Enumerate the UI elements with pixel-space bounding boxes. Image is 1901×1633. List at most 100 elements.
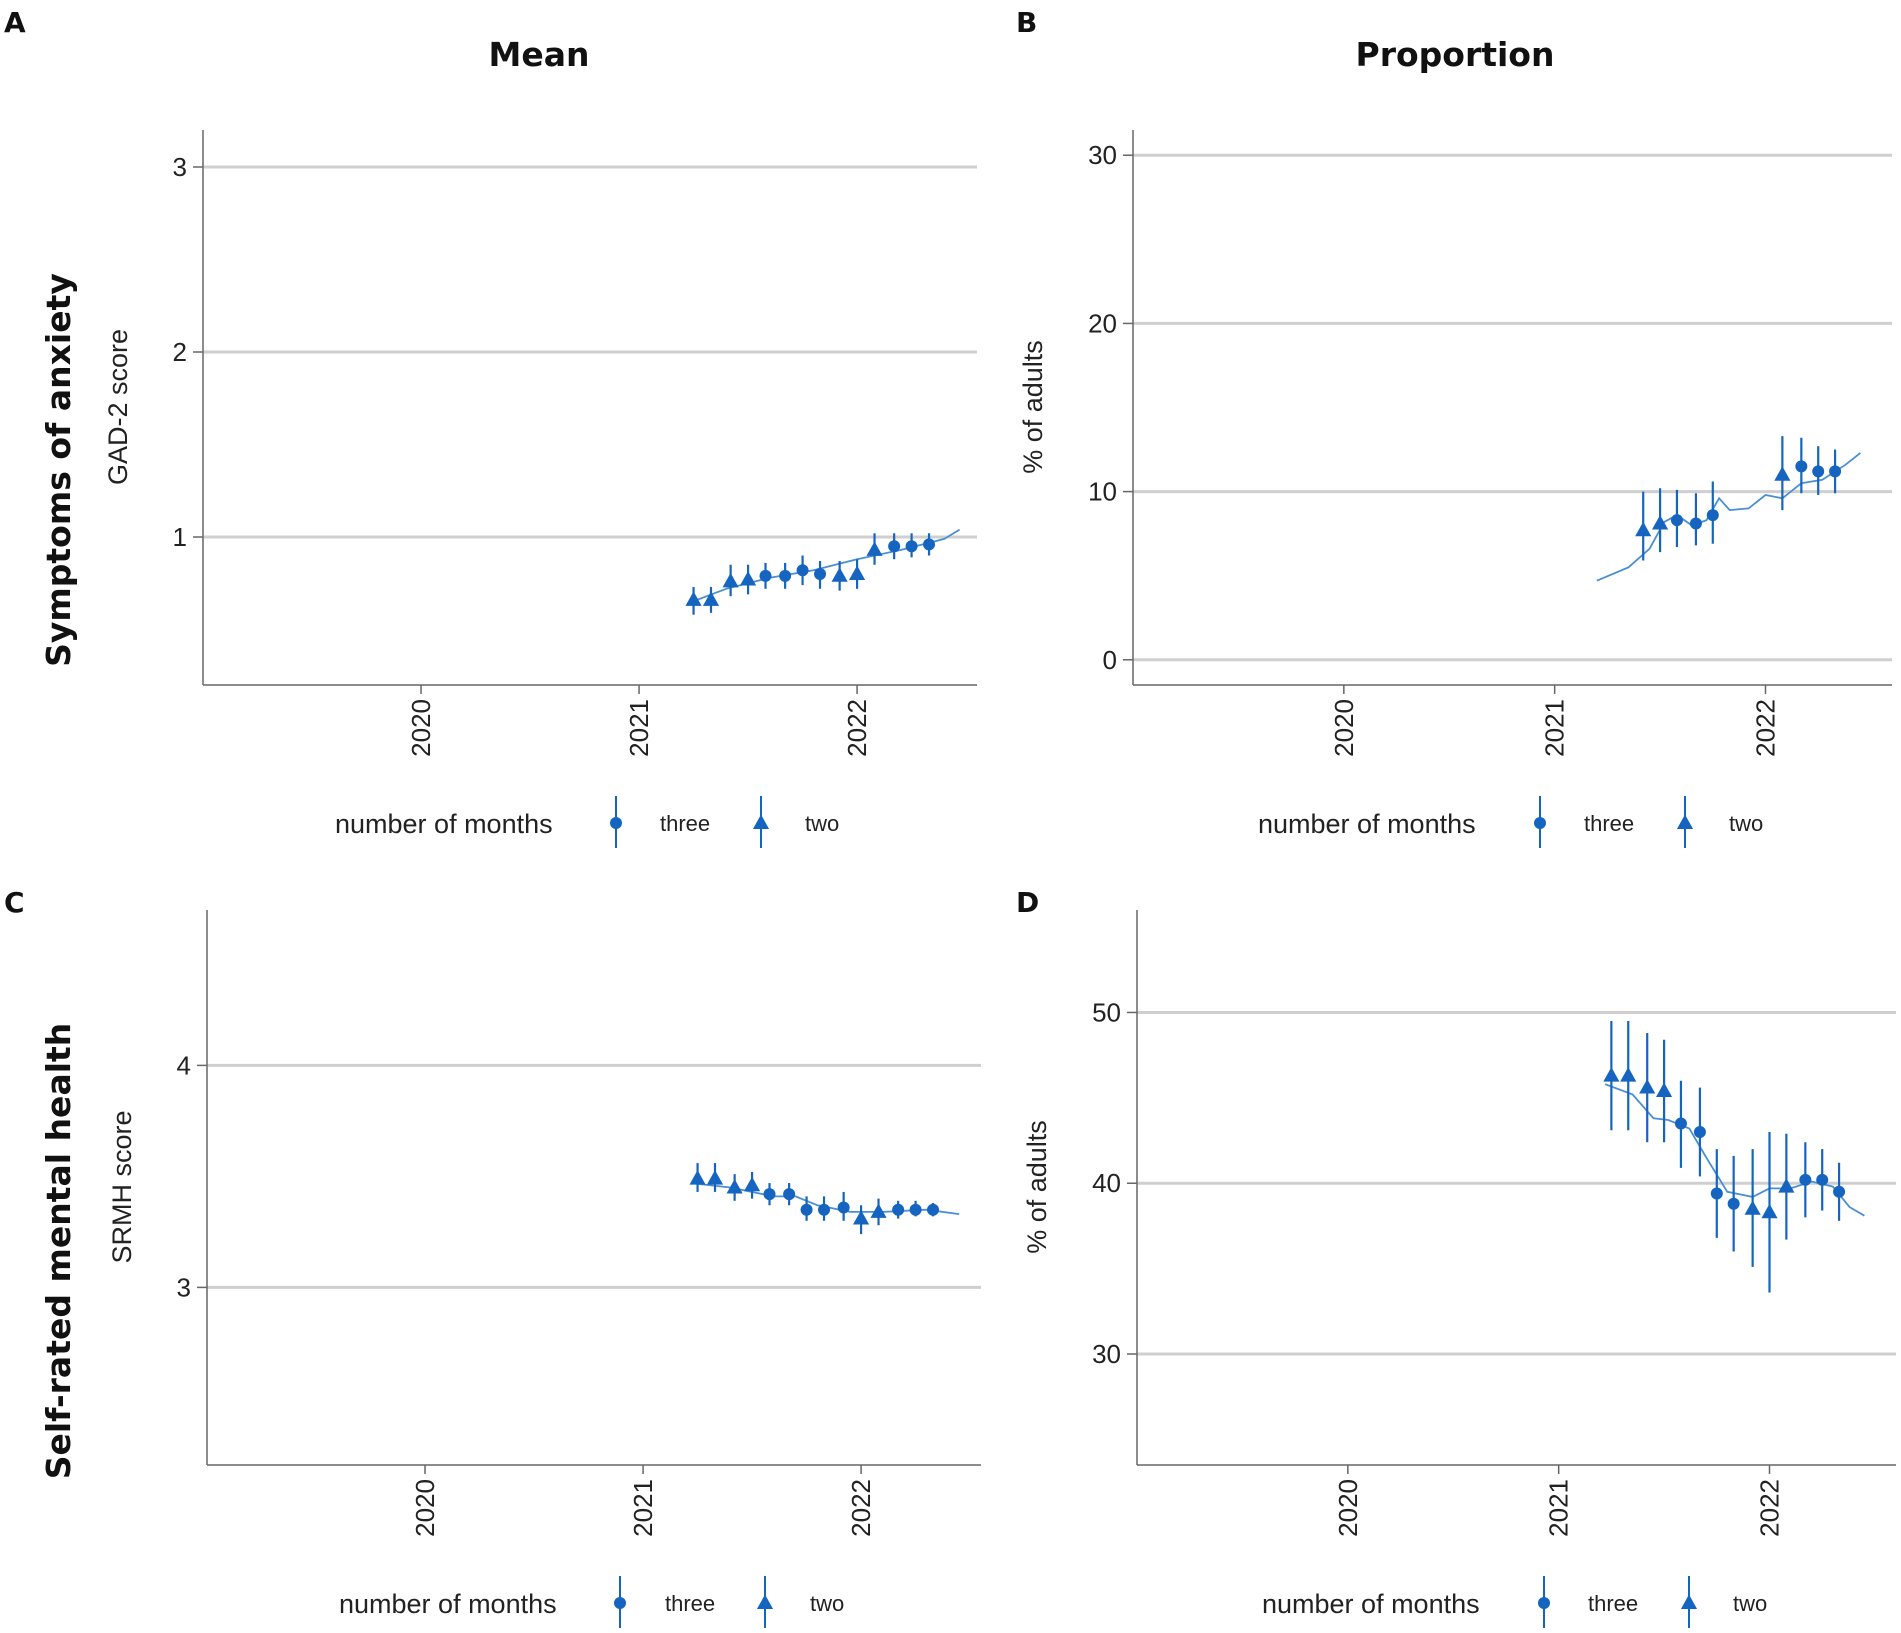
point-two xyxy=(1603,1067,1620,1082)
point-two xyxy=(1639,1079,1656,1094)
point-three xyxy=(818,1203,831,1216)
point-two xyxy=(1778,1178,1795,1193)
x-tick-label: 2021 xyxy=(1540,699,1570,757)
row-title-anxiety: Symptoms of anxiety xyxy=(39,273,78,667)
y-axis-label: % of adults xyxy=(1018,340,1048,474)
point-three xyxy=(1689,517,1702,530)
x-tick-label: 2022 xyxy=(1751,699,1781,757)
point-two xyxy=(849,565,866,580)
legend-title: number of months xyxy=(1258,809,1476,839)
legend-label-two: two xyxy=(1733,1591,1767,1616)
point-two xyxy=(853,1210,870,1225)
point-three xyxy=(1670,514,1683,527)
legend-label-two: two xyxy=(810,1591,844,1616)
point-two xyxy=(1620,1067,1637,1082)
point-two xyxy=(722,572,739,588)
col-title-proportion: Proportion xyxy=(1356,35,1555,74)
point-three xyxy=(814,568,827,580)
point-three xyxy=(1693,1126,1706,1138)
y-axis-label: SRMH score xyxy=(107,1110,137,1263)
legend-label-three: three xyxy=(660,811,710,836)
x-tick-label: 2021 xyxy=(1544,1479,1574,1537)
panel-c: C SRMH score number of months three two … xyxy=(4,886,981,1628)
x-tick-label: 2021 xyxy=(624,699,654,757)
point-two xyxy=(685,591,702,606)
y-axis-label: % of adults xyxy=(1022,1120,1052,1254)
point-three xyxy=(1829,465,1842,478)
x-tick-label: 2022 xyxy=(842,699,872,757)
point-three xyxy=(800,1203,813,1216)
point-two xyxy=(1774,466,1791,481)
point-three xyxy=(927,1203,940,1216)
point-two xyxy=(702,591,720,606)
y-tick-label: 2 xyxy=(173,337,187,367)
y-tick-label: 0 xyxy=(1103,645,1117,675)
y-tick-label: 10 xyxy=(1088,477,1117,507)
point-three xyxy=(888,540,901,553)
point-three xyxy=(909,1203,922,1216)
legend-label-three: three xyxy=(665,1591,715,1616)
col-title-mean: Mean xyxy=(489,35,590,74)
legend-title: number of months xyxy=(1262,1589,1480,1619)
y-tick-label: 1 xyxy=(173,522,187,552)
point-three xyxy=(1674,1117,1687,1130)
x-tick-label: 2020 xyxy=(1329,699,1359,757)
point-two xyxy=(831,567,848,582)
point-two xyxy=(726,1179,743,1194)
legend-key-three xyxy=(614,1597,626,1609)
point-three xyxy=(796,564,809,577)
legend-label-three: three xyxy=(1584,811,1634,836)
legend-label-two: two xyxy=(1729,811,1763,836)
y-tick-label: 50 xyxy=(1092,997,1121,1027)
y-tick-label: 40 xyxy=(1092,1168,1121,1198)
panel-letter: C xyxy=(4,886,25,919)
y-tick-label: 3 xyxy=(177,1272,191,1302)
point-three xyxy=(1727,1197,1740,1210)
legend-title: number of months xyxy=(335,809,553,839)
point-three xyxy=(837,1201,850,1214)
point-three xyxy=(759,569,772,582)
y-tick-label: 20 xyxy=(1088,308,1117,338)
point-two xyxy=(1635,521,1652,537)
legend-title: number of months xyxy=(339,1589,557,1619)
point-three xyxy=(1706,509,1719,522)
legend-key-two xyxy=(1680,1594,1698,1609)
panel-letter: B xyxy=(1016,6,1037,39)
point-two xyxy=(866,541,883,556)
x-tick-label: 2022 xyxy=(846,1479,876,1537)
point-three xyxy=(1833,1185,1846,1198)
point-two xyxy=(743,1176,761,1192)
point-three xyxy=(1795,460,1808,473)
x-tick-label: 2021 xyxy=(628,1479,658,1537)
point-three xyxy=(1816,1173,1829,1186)
y-tick-label: 4 xyxy=(177,1050,191,1080)
point-three xyxy=(1812,465,1825,478)
panel-b: B % of adults number of months three two… xyxy=(1016,6,1892,848)
fit-line xyxy=(1596,452,1861,582)
legend-label-three: three xyxy=(1588,1591,1638,1616)
panel-letter: A xyxy=(4,6,26,39)
y-axis-label: GAD-2 score xyxy=(103,329,133,485)
panel-a: A GAD-2 score number of months three two… xyxy=(4,6,977,848)
row-title-srmh: Self-rated mental health xyxy=(39,1023,78,1480)
panel-d: D % of adults number of months three two… xyxy=(1016,886,1896,1628)
point-three xyxy=(763,1188,776,1201)
point-three xyxy=(905,540,918,553)
legend-key-three xyxy=(1538,1597,1550,1609)
point-three xyxy=(1799,1173,1812,1186)
point-two xyxy=(870,1203,887,1218)
point-two xyxy=(1744,1200,1761,1215)
point-two xyxy=(706,1170,724,1185)
x-tick-label: 2020 xyxy=(1333,1479,1363,1537)
legend-key-three xyxy=(610,817,622,829)
panel-letter: D xyxy=(1016,886,1039,919)
point-three xyxy=(892,1203,905,1216)
x-tick-label: 2022 xyxy=(1755,1479,1785,1537)
point-three xyxy=(923,538,936,551)
point-two xyxy=(1761,1203,1778,1219)
y-tick-label: 30 xyxy=(1092,1339,1121,1369)
y-tick-label: 30 xyxy=(1088,140,1117,170)
fit-line xyxy=(686,528,961,605)
legend-label-two: two xyxy=(805,811,839,836)
